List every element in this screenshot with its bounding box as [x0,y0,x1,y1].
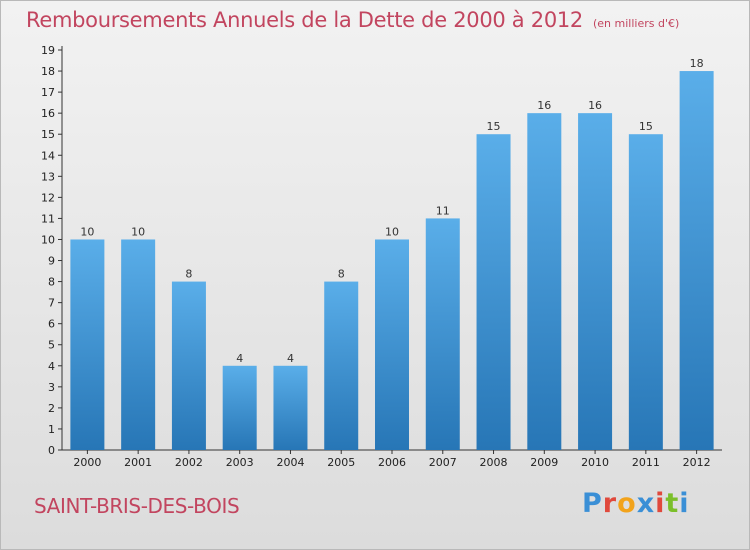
y-tick-label: 16 [41,107,55,120]
x-tick-label-2009: 2009 [530,456,558,469]
y-tick-label: 7 [48,297,55,310]
value-label-2004: 4 [287,352,294,365]
bar-2003 [222,365,257,450]
bars: 10 10 8 4 4 8 10 11 15 16 16 15 18 [70,57,714,451]
bar-2010 [578,113,613,450]
title-text: Remboursements Annuels de la Dette de 20… [26,8,583,32]
y-tick-label: 8 [48,276,55,289]
bar-2009 [527,113,562,450]
y-tick-label: 6 [48,318,55,331]
x-tick-label-2012: 2012 [683,456,711,469]
logo-letter: o [617,488,637,519]
x-tick-label-2002: 2002 [175,456,203,469]
x-axis: 2000 2001 2002 2003 2004 2005 2006 2007 2008 2009… [62,449,722,469]
y-tick-label: 12 [41,191,55,204]
commune-name: SAINT-BRIS-DES-BOIS [34,494,240,518]
x-tick-label-2001: 2001 [124,456,152,469]
value-label-2003: 4 [236,352,243,365]
y-tick-label: 15 [41,128,55,141]
value-label-2006: 10 [385,225,399,238]
bar-2005 [324,281,359,450]
bar-2006 [375,239,409,450]
value-label-2000: 10 [80,225,94,238]
y-tick-label: 13 [41,170,55,183]
bar-2002 [171,281,206,450]
y-tick-label: 9 [48,255,55,268]
x-tick-label-2003: 2003 [226,456,254,469]
logo-letter: x [636,488,656,519]
y-tick-label: 18 [41,65,55,78]
y-tick-label: 14 [41,149,55,162]
x-tick-label-2007: 2007 [429,456,457,469]
logo-letter: P [582,488,603,519]
x-tick-label-2005: 2005 [327,456,355,469]
logo-letter: r [602,488,618,519]
x-tick-label-2008: 2008 [480,456,508,469]
value-label-2009: 16 [537,99,551,112]
y-tick-label: 2 [48,402,55,415]
y-tick-label: 10 [41,233,55,246]
y-tick-label: 19 [41,44,55,57]
y-tick-label: 4 [48,360,55,373]
value-label-2012: 18 [690,57,704,70]
y-tick-label: 0 [48,444,55,457]
value-label-2002: 8 [185,268,192,281]
bar-2008 [476,134,511,451]
bar-2011 [628,134,663,451]
bar-2000 [70,239,105,450]
y-tick-label: 3 [48,381,55,394]
x-tick-label-2000: 2000 [73,456,101,469]
value-label-2007: 11 [436,204,450,217]
y-tick-label: 1 [48,423,55,436]
y-tick-label: 17 [41,86,55,99]
value-label-2008: 15 [487,120,501,133]
title-unit: (en milliers d'€) [593,17,680,30]
logo-letter: i [679,488,690,519]
logo-letter: t [665,488,680,519]
y-tick-label: 11 [41,212,55,225]
logo-letter: i [655,488,666,519]
x-tick-label-2004: 2004 [276,456,304,469]
value-label-2011: 15 [639,120,653,133]
bar-2001 [121,239,156,450]
value-label-2010: 16 [588,99,602,112]
chart-title: Remboursements Annuels de la Dette de 20… [26,8,679,32]
x-tick-label-2006: 2006 [378,456,406,469]
proxiti-logo: Proxiti [582,488,690,519]
value-label-2001: 10 [131,225,145,238]
bar-2004 [273,365,308,450]
bar-2007 [425,218,460,450]
bar-2012 [679,71,714,450]
x-tick-label-2010: 2010 [581,456,609,469]
value-label-2005: 8 [338,268,345,281]
x-tick-label-2011: 2011 [632,456,660,469]
y-tick-label: 5 [48,339,55,352]
